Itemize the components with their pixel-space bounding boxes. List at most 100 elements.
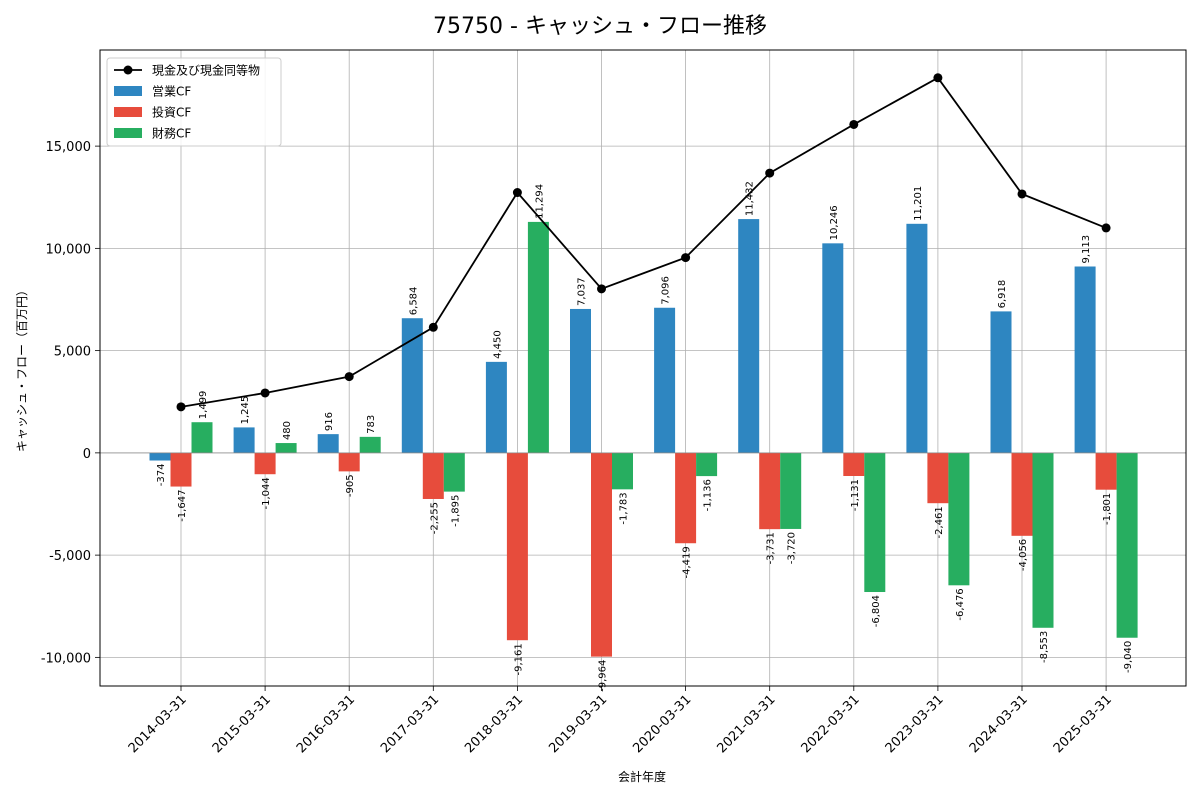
bar-営業CF bbox=[738, 219, 760, 453]
bar-営業CF bbox=[401, 318, 423, 453]
bar-投資CF bbox=[1095, 452, 1117, 490]
data-label: 10,246 bbox=[829, 205, 840, 240]
bar-営業CF bbox=[233, 427, 255, 453]
data-label: -2,255 bbox=[429, 502, 440, 534]
bar-財務CF bbox=[275, 443, 297, 453]
cash-point bbox=[260, 388, 270, 398]
bar-投資CF bbox=[591, 452, 612, 657]
legend-bar-swatch bbox=[114, 107, 142, 117]
data-label: 916 bbox=[324, 412, 335, 431]
bar-財務CF bbox=[359, 436, 381, 453]
data-label: 7,037 bbox=[577, 277, 588, 306]
data-label: -374 bbox=[156, 464, 167, 487]
bar-営業CF bbox=[654, 307, 676, 453]
data-label: 480 bbox=[282, 421, 293, 440]
bar-財務CF bbox=[612, 452, 633, 490]
cash-point bbox=[597, 284, 606, 294]
y-tick-label: 15,000 bbox=[46, 140, 92, 155]
bar-投資CF bbox=[759, 452, 781, 530]
data-label: -1,647 bbox=[177, 490, 188, 522]
chart-title: 75750 - キャッシュ・フロー推移 bbox=[433, 14, 767, 39]
data-label: -3,731 bbox=[766, 532, 777, 564]
x-tick-label: 2018-03-31 bbox=[462, 692, 526, 756]
bar-営業CF bbox=[1074, 266, 1096, 453]
data-label: -4,056 bbox=[1018, 539, 1029, 571]
x-tick-label: 2021-03-31 bbox=[714, 692, 778, 756]
x-tick-label: 2014-03-31 bbox=[126, 692, 190, 756]
bar-営業CF bbox=[822, 243, 844, 453]
cash-line bbox=[180, 76, 1107, 408]
cash-point bbox=[765, 168, 775, 178]
legend-label: 営業CF bbox=[152, 85, 191, 99]
cash-point bbox=[344, 372, 354, 382]
bar-財務CF bbox=[696, 452, 718, 477]
data-label: -1,131 bbox=[850, 479, 861, 511]
cash-point bbox=[176, 402, 186, 412]
x-tick-label: 2025-03-31 bbox=[1051, 692, 1115, 756]
cash-point bbox=[681, 253, 691, 263]
data-label: -9,161 bbox=[513, 643, 524, 675]
data-label: -905 bbox=[345, 474, 356, 497]
data-label: 783 bbox=[366, 415, 377, 434]
data-label: -9,964 bbox=[598, 660, 609, 692]
data-label: 1,245 bbox=[240, 396, 251, 425]
y-tick-label: -5,000 bbox=[49, 549, 91, 564]
data-label: 4,450 bbox=[492, 330, 503, 359]
x-tick-label: 2023-03-31 bbox=[883, 692, 947, 756]
legend-label: 投資CF bbox=[152, 105, 191, 120]
bar-投資CF bbox=[675, 452, 697, 544]
bar-投資CF bbox=[506, 452, 528, 641]
legend-marker bbox=[123, 65, 133, 75]
data-label: 6,918 bbox=[997, 280, 1008, 309]
bar-財務CF bbox=[780, 452, 802, 529]
data-label: -9,040 bbox=[1123, 641, 1134, 673]
bar-投資CF bbox=[338, 452, 360, 472]
bar-投資CF bbox=[1011, 452, 1033, 536]
bar-財務CF bbox=[191, 422, 213, 453]
data-label: -3,720 bbox=[787, 532, 798, 564]
x-tick-label: 2022-03-31 bbox=[799, 692, 863, 756]
bar-営業CF bbox=[570, 308, 591, 453]
bar-営業CF bbox=[485, 361, 507, 453]
cash-point bbox=[1017, 189, 1027, 199]
plot-frame bbox=[99, 49, 1187, 687]
data-label: 11,294 bbox=[534, 184, 545, 219]
cash-point bbox=[933, 73, 943, 83]
data-label: 7,096 bbox=[661, 276, 672, 305]
x-tick-label: 2020-03-31 bbox=[630, 692, 694, 756]
bar-投資CF bbox=[843, 452, 865, 476]
data-label: 11,432 bbox=[745, 181, 756, 216]
bar-財務CF bbox=[1116, 452, 1138, 638]
y-tick-label: 0 bbox=[83, 447, 91, 462]
bar-営業CF bbox=[990, 311, 1012, 453]
data-label: -6,804 bbox=[871, 595, 882, 627]
bar-営業CF bbox=[149, 452, 171, 461]
data-label: -1,044 bbox=[261, 477, 272, 509]
data-label: -8,553 bbox=[1039, 631, 1050, 663]
bar-営業CF bbox=[906, 223, 928, 453]
x-tick-label: 2024-03-31 bbox=[967, 692, 1031, 756]
cash-point bbox=[849, 119, 859, 129]
cash-point bbox=[512, 188, 522, 198]
x-tick-label: 2019-03-31 bbox=[546, 692, 610, 756]
bar-投資CF bbox=[170, 452, 192, 487]
bar-財務CF bbox=[864, 452, 886, 593]
data-label: 11,201 bbox=[913, 186, 924, 221]
data-label: -4,419 bbox=[682, 546, 693, 578]
bar-財務CF bbox=[443, 452, 465, 492]
legend-label: 現金及び現金同等物 bbox=[152, 63, 260, 78]
y-tick-label: 10,000 bbox=[46, 242, 92, 257]
data-label: 6,584 bbox=[408, 287, 419, 316]
cash-point bbox=[428, 322, 438, 332]
data-label: -6,476 bbox=[955, 588, 966, 620]
y-tick-label: 5,000 bbox=[54, 345, 91, 360]
y-axis-title: キャッシュ・フロー（百万円） bbox=[15, 284, 29, 452]
x-tick-label: 2016-03-31 bbox=[294, 692, 358, 756]
data-label: -1,801 bbox=[1102, 493, 1113, 525]
data-label: 1,499 bbox=[198, 391, 209, 420]
bar-投資CF bbox=[254, 452, 276, 475]
x-axis-title: 会計年度 bbox=[618, 769, 666, 784]
data-label: -1,895 bbox=[450, 495, 461, 527]
bar-投資CF bbox=[927, 452, 949, 504]
